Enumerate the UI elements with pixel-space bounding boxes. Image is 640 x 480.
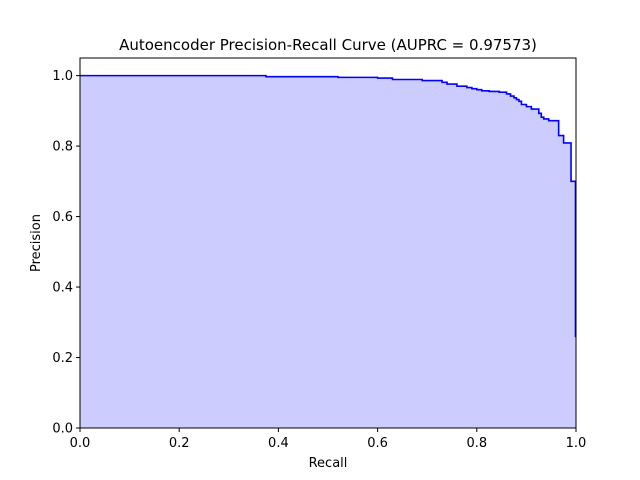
y-axis-label: Precision <box>29 214 44 272</box>
y-tick-label: 0.2 <box>52 351 73 366</box>
y-axis-ticks: 0.0 0.2 0.4 0.6 0.8 1.0 <box>52 69 80 437</box>
y-tick-label: 0.4 <box>52 281 73 296</box>
x-tick-label: 0.8 <box>466 436 487 451</box>
x-axis-ticks: 0.0 0.2 0.4 0.6 0.8 1.0 <box>70 428 587 451</box>
x-tick-label: 0.6 <box>367 436 388 451</box>
plot-frame <box>79 57 577 429</box>
chart-title: Autoencoder Precision-Recall Curve (AUPR… <box>119 36 537 54</box>
y-tick-label: 0.0 <box>52 422 73 437</box>
x-tick-label: 0.0 <box>70 436 91 451</box>
y-tick-label: 0.8 <box>52 140 73 155</box>
y-tick-label: 0.6 <box>52 210 73 225</box>
pr-curve-fill <box>80 75 576 429</box>
y-tick-label: 1.0 <box>52 69 73 84</box>
pr-curve-line <box>80 74 577 338</box>
x-tick-label: 0.2 <box>169 436 190 451</box>
x-tick-label: 0.4 <box>268 436 289 451</box>
x-axis-label: Recall <box>309 456 348 471</box>
x-tick-label: 1.0 <box>566 436 587 451</box>
